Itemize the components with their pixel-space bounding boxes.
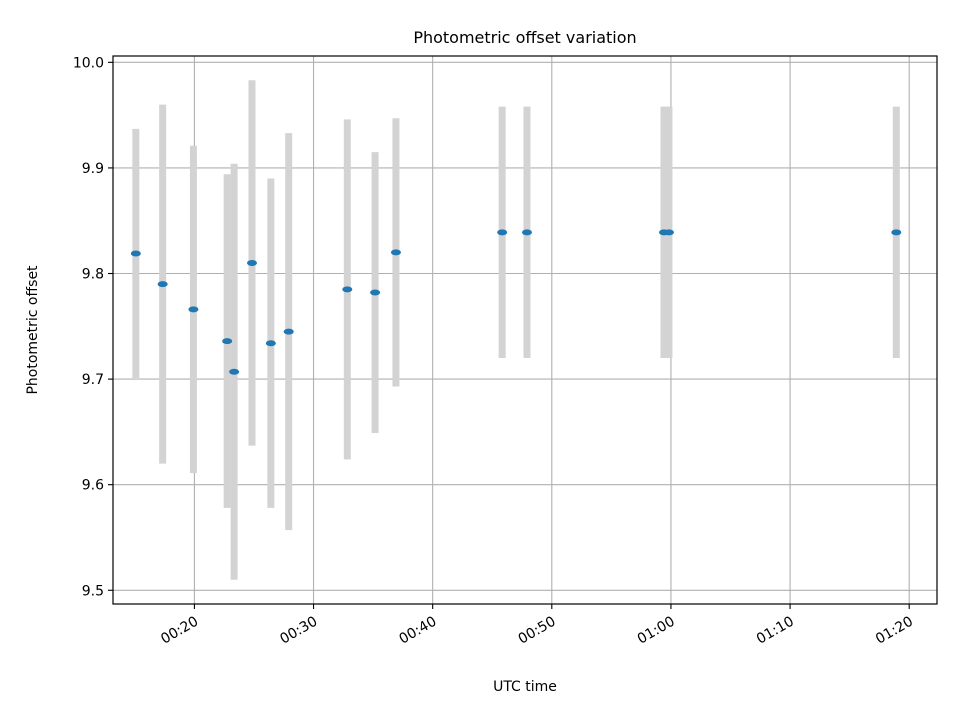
data-points [130,229,902,375]
data-point [222,338,233,345]
data-point [246,259,257,266]
data-point [157,281,168,288]
plot-frame [112,55,938,605]
y-tick-label: 9.8 [82,267,104,283]
data-point [265,340,276,347]
x-axis-label: UTC time [493,679,557,695]
chart-title: Photometric offset variation [413,28,636,47]
data-point [521,229,532,236]
y-tick-label: 9.7 [82,372,104,388]
data-point [229,368,240,375]
data-point [497,229,508,236]
data-point [342,286,353,293]
data-point [663,229,674,236]
data-point [370,289,381,296]
y-tick-label: 9.6 [82,478,104,494]
data-point [283,328,294,335]
y-tick-label: 9.9 [82,161,104,177]
data-point [891,229,902,236]
y-axis-label: Photometric offset [25,265,41,395]
data-point [130,250,141,257]
data-point [390,249,401,256]
data-point [188,306,199,313]
y-tick-label: 10.0 [73,55,104,71]
y-tick-label: 9.5 [82,583,104,599]
